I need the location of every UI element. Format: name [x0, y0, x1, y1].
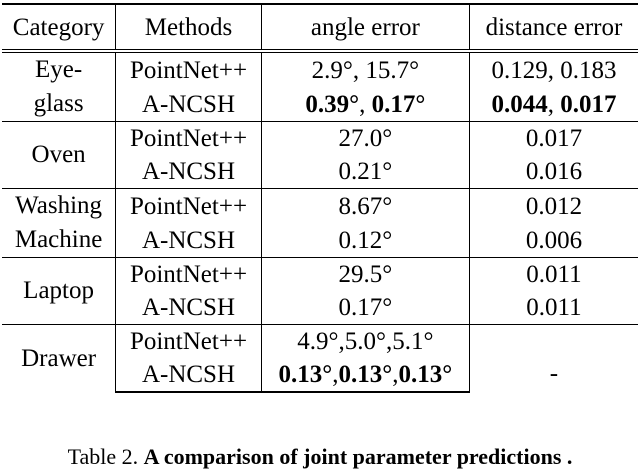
angle-error-cell: 8.67°	[261, 188, 470, 223]
separator: ,	[332, 361, 339, 388]
category-cell: Drawer	[2, 324, 116, 392]
table-header-row: Category Methods angle error distance er…	[2, 3, 638, 51]
angle-error-cell: 0.17°	[261, 291, 470, 325]
results-table: Category Methods angle error distance er…	[2, 3, 638, 393]
caption-title: A comparison of joint parameter predicti…	[143, 444, 573, 469]
best-value: 0.17°	[371, 90, 426, 118]
method-cell: A-NCSH	[115, 155, 262, 189]
category-label: Drawer	[21, 344, 97, 372]
angle-error-cell: 4.9°,5.0°,5.1°	[261, 324, 470, 358]
distance-error-cell: 0.012	[469, 188, 638, 223]
table-row: A-NCSH 0.12° 0.006	[2, 223, 638, 258]
distance-error-cell: 0.129, 0.183	[469, 48, 638, 88]
category-label: glass	[33, 90, 84, 117]
best-value: 0.13°	[398, 361, 453, 388]
header-category: Category	[2, 3, 117, 51]
angle-error-cell: 0.13°,0.13°,0.13°	[261, 358, 470, 393]
method-cell: PointNet++	[115, 121, 262, 155]
category-cell: Eye- glass	[2, 49, 116, 122]
table-row: A-NCSH 0.13°,0.13°,0.13°	[2, 358, 638, 393]
angle-error-cell: 0.21°	[261, 155, 470, 189]
distance-error-cell: 0.044, 0.017	[469, 87, 638, 121]
best-value: 0.044	[491, 90, 548, 118]
category-label: Machine	[14, 226, 103, 253]
method-cell: A-NCSH	[115, 358, 262, 393]
angle-error-cell: 2.9°, 15.7°	[261, 48, 470, 88]
angle-error-cell: 27.0°	[261, 121, 470, 155]
header-angle-error: angle error	[261, 3, 470, 51]
category-cell: Oven	[2, 121, 116, 189]
best-value: 0.13°	[278, 361, 333, 388]
best-value: 0.017	[560, 90, 617, 118]
header-methods: Methods	[115, 3, 262, 51]
table-row: Eye- glass PointNet++ 2.9°, 15.7° 0.129,…	[2, 48, 638, 122]
header-distance-error: distance error	[469, 3, 638, 51]
method-cell: PointNet++	[115, 324, 262, 358]
distance-error-cell: 0.016	[525, 158, 583, 185]
method-cell: PointNet++	[115, 188, 262, 223]
table-row: A-NCSH 0.17° 0.011	[2, 291, 638, 325]
table-row: Drawer PointNet++ 4.9°,5.0°,5.1° -	[2, 324, 638, 392]
separator: ,	[547, 90, 561, 118]
category-cell: Washing Machine	[2, 188, 116, 258]
best-value: 0.13°	[338, 361, 393, 388]
separator: ,	[392, 361, 399, 388]
table-row: Washing Machine PointNet++ 8.67° 0.012	[2, 188, 638, 258]
caption-label: Table 2.	[67, 444, 139, 469]
angle-error-cell: 0.12°	[261, 223, 470, 258]
distance-error-cell: 0.006	[525, 226, 583, 254]
angle-error-cell: 29.5°	[261, 257, 470, 291]
method-cell: PointNet++	[115, 257, 262, 291]
table-row: A-NCSH 0.21° 0.016	[2, 155, 638, 189]
method-cell: A-NCSH	[115, 87, 262, 122]
distance-error-cell: -	[469, 324, 638, 392]
category-label: Oven	[31, 141, 86, 168]
best-value: 0.39°	[305, 90, 360, 118]
method-cell: PointNet++	[115, 48, 262, 88]
method-cell: A-NCSH	[115, 223, 262, 258]
separator: ,	[359, 90, 372, 118]
method-cell: A-NCSH	[115, 291, 262, 325]
category-label: Laptop	[23, 277, 94, 304]
table-row: Oven PointNet++ 27.0° 0.017	[2, 121, 638, 189]
distance-error-cell: 0.011	[469, 257, 638, 291]
table-row: A-NCSH 0.39°, 0.17° 0.044, 0.017	[2, 87, 638, 122]
table-row: Laptop PointNet++ 29.5° 0.011	[2, 257, 638, 325]
distance-error-cell: 0.011	[526, 294, 582, 321]
table-caption: Table 2. A comparison of joint parameter…	[0, 442, 640, 472]
category-cell: Laptop	[2, 257, 116, 325]
angle-error-cell: 0.39°, 0.17°	[261, 87, 470, 122]
category-label: Washing	[15, 192, 103, 219]
category-label: Eye-	[34, 56, 83, 83]
distance-error-cell: 0.017	[469, 121, 638, 155]
